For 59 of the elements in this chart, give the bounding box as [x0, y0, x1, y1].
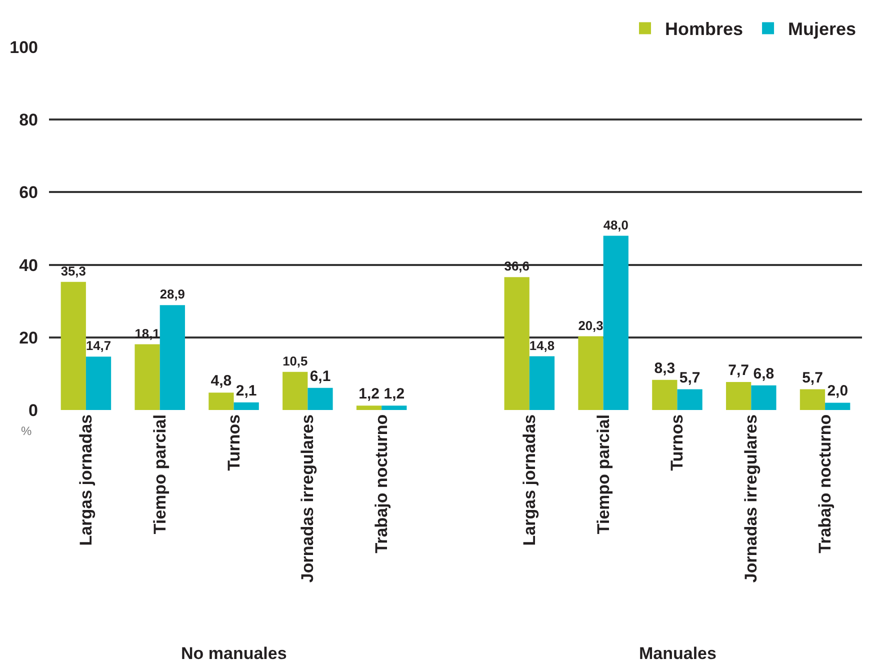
bar: [282, 372, 308, 410]
y-tick-label: 80: [19, 110, 38, 130]
bar: [160, 305, 185, 410]
data-label: 7,7: [728, 362, 750, 380]
bar: [86, 356, 112, 410]
data-label: 5,7: [802, 369, 823, 386]
y-tick-label: 0: [28, 400, 38, 420]
data-label: 1,2: [384, 386, 405, 403]
x-tick-label: Largas jornadas: [520, 414, 539, 546]
data-label: 48,0: [603, 217, 628, 232]
data-label: 6,1: [310, 368, 331, 385]
bar: [504, 277, 530, 410]
data-label: 1,2: [358, 386, 380, 403]
data-label: 4,8: [210, 372, 232, 390]
x-tick-label: Trabajo nocturno: [372, 414, 392, 554]
data-label: 2,0: [827, 382, 848, 400]
bar: [726, 382, 752, 410]
x-tick-label: Turnos: [224, 414, 244, 471]
bar: [825, 402, 850, 410]
bar: [308, 388, 333, 410]
text: Manuales: [639, 644, 716, 663]
data-label: 20,3: [578, 318, 604, 333]
bar: [234, 402, 259, 410]
data-label: 14,7: [86, 338, 112, 354]
data-label: 28,9: [160, 286, 185, 302]
x-tick-label: Largas jornadas: [76, 414, 96, 546]
data-label: 5,7: [679, 369, 700, 386]
text: No manuales: [181, 644, 287, 663]
legend-label: Mujeres: [788, 19, 856, 40]
bar: [208, 392, 234, 410]
data-label: 6,8: [753, 365, 774, 382]
bar: [60, 282, 86, 410]
y-tick-label: 100: [10, 38, 38, 57]
bar: [356, 406, 382, 410]
y-axis-title: %: [21, 424, 32, 438]
legend-label: Hombres: [665, 19, 744, 40]
y-tick-label: 40: [19, 256, 38, 275]
data-label: 8,3: [654, 360, 676, 377]
bar: [652, 380, 678, 410]
bar: [529, 356, 555, 410]
bar: [603, 236, 628, 410]
x-tick-label: Jornadas irregulares: [742, 414, 761, 583]
data-label: 10,5: [282, 353, 308, 368]
bar: [382, 406, 407, 410]
bar: [134, 344, 160, 410]
data-label: 35,3: [60, 263, 86, 278]
x-tick-label: Turnos: [668, 414, 687, 471]
y-tick-label: 20: [19, 328, 38, 348]
x-tick-label: Tiempo parcial: [594, 414, 613, 534]
data-label: 14,8: [529, 338, 555, 353]
y-tick-label: 60: [19, 183, 38, 202]
bar: [800, 389, 826, 410]
data-label: 2,1: [236, 382, 257, 400]
bar: [677, 389, 702, 410]
x-tick-label: Jornadas irregulares: [298, 414, 318, 583]
bar: [578, 336, 604, 410]
x-tick-label: Trabajo nocturno: [816, 414, 835, 554]
bar: [751, 385, 776, 410]
x-tick-label: Tiempo parcial: [150, 414, 170, 534]
